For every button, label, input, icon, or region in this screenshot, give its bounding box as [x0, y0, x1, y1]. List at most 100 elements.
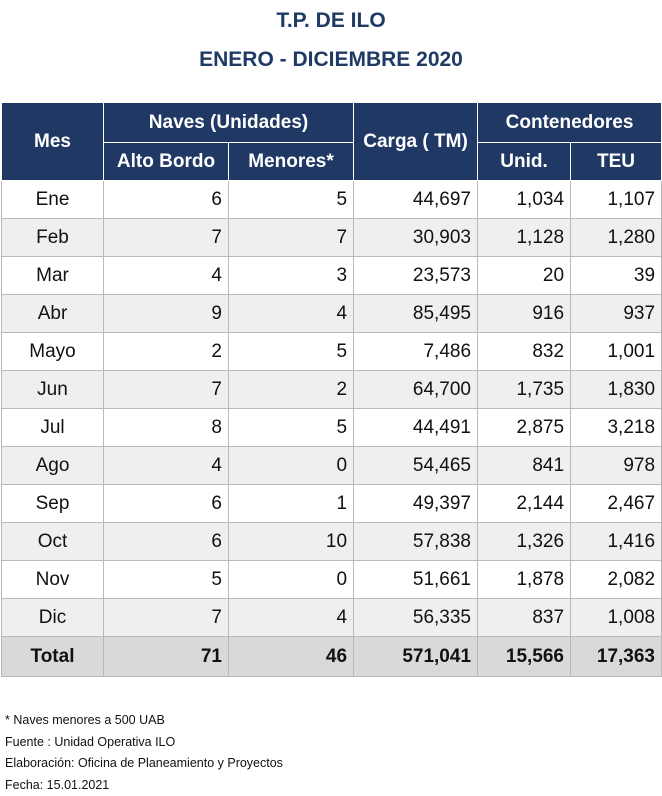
cell-menores: 0 — [229, 561, 354, 599]
footnote-fecha: Fecha: 15.01.2021 — [5, 775, 283, 796]
cell-carga: 54,465 — [354, 447, 478, 485]
cell-alto: 7 — [104, 219, 229, 257]
cell-teu: 2,467 — [571, 485, 662, 523]
cell-menores: 5 — [229, 409, 354, 447]
cell-unid: 1,878 — [478, 561, 571, 599]
cell-teu: 2,082 — [571, 561, 662, 599]
cell-carga: 7,486 — [354, 333, 478, 371]
footnotes: * Naves menores a 500 UAB Fuente : Unida… — [5, 710, 283, 796]
cell-alto: 2 — [104, 333, 229, 371]
cell-teu: 1,001 — [571, 333, 662, 371]
cell-mes: Mar — [2, 257, 104, 295]
cell-mes: Sep — [2, 485, 104, 523]
cell-carga: 23,573 — [354, 257, 478, 295]
cell-carga: 44,491 — [354, 409, 478, 447]
cell-alto: 7 — [104, 371, 229, 409]
cell-menores: 10 — [229, 523, 354, 561]
cell-teu: 1,008 — [571, 599, 662, 637]
cell-menores: 4 — [229, 599, 354, 637]
cell-teu: 17,363 — [571, 637, 662, 677]
cell-menores: 4 — [229, 295, 354, 333]
header-contenedores: Contenedores — [478, 103, 662, 143]
header-alto-bordo: Alto Bordo — [104, 143, 229, 181]
cell-alto: 4 — [104, 257, 229, 295]
cell-mes: Feb — [2, 219, 104, 257]
cell-teu: 1,830 — [571, 371, 662, 409]
footnote-fuente: Fuente : Unidad Operativa ILO — [5, 732, 283, 754]
cell-mes: Ene — [2, 181, 104, 219]
cell-alto: 5 — [104, 561, 229, 599]
cell-carga: 571,041 — [354, 637, 478, 677]
cell-teu: 1,107 — [571, 181, 662, 219]
cell-teu: 39 — [571, 257, 662, 295]
cell-carga: 56,335 — [354, 599, 478, 637]
cell-mes: Abr — [2, 295, 104, 333]
cell-unid: 841 — [478, 447, 571, 485]
page-subtitle: ENERO - DICIEMBRE 2020 — [0, 48, 662, 72]
cell-carga: 57,838 — [354, 523, 478, 561]
cell-unid: 1,034 — [478, 181, 571, 219]
cell-alto: 6 — [104, 485, 229, 523]
cell-alto: 71 — [104, 637, 229, 677]
cell-carga: 85,495 — [354, 295, 478, 333]
cell-mes: Jul — [2, 409, 104, 447]
cell-menores: 1 — [229, 485, 354, 523]
header-teu: TEU — [571, 143, 662, 181]
cell-unid: 2,144 — [478, 485, 571, 523]
cell-menores: 46 — [229, 637, 354, 677]
header-menores: Menores* — [229, 143, 354, 181]
cell-mes: Mayo — [2, 333, 104, 371]
cell-menores: 5 — [229, 181, 354, 219]
cell-carga: 51,661 — [354, 561, 478, 599]
header-naves: Naves (Unidades) — [104, 103, 354, 143]
footnote-naves: * Naves menores a 500 UAB — [5, 710, 283, 732]
cell-alto: 6 — [104, 523, 229, 561]
cell-menores: 0 — [229, 447, 354, 485]
cell-mes: Dic — [2, 599, 104, 637]
cell-menores: 3 — [229, 257, 354, 295]
port-statistics-table: Mes Naves (Unidades) Carga ( TM) Contene… — [1, 102, 662, 677]
cell-teu: 1,280 — [571, 219, 662, 257]
cell-unid: 916 — [478, 295, 571, 333]
cell-alto: 8 — [104, 409, 229, 447]
cell-mes: Total — [2, 637, 104, 677]
cell-alto: 4 — [104, 447, 229, 485]
cell-carga: 49,397 — [354, 485, 478, 523]
cell-mes: Ago — [2, 447, 104, 485]
cell-mes: Nov — [2, 561, 104, 599]
cell-unid: 837 — [478, 599, 571, 637]
cell-unid: 1,128 — [478, 219, 571, 257]
cell-alto: 9 — [104, 295, 229, 333]
cell-carga: 30,903 — [354, 219, 478, 257]
cell-carga: 44,697 — [354, 181, 478, 219]
cell-unid: 2,875 — [478, 409, 571, 447]
cell-teu: 978 — [571, 447, 662, 485]
cell-teu: 3,218 — [571, 409, 662, 447]
cell-unid: 15,566 — [478, 637, 571, 677]
cell-menores: 5 — [229, 333, 354, 371]
header-carga: Carga ( TM) — [354, 103, 478, 181]
cell-mes: Oct — [2, 523, 104, 561]
cell-alto: 6 — [104, 181, 229, 219]
page-title: T.P. DE ILO — [0, 9, 662, 33]
header-mes: Mes — [2, 103, 104, 181]
cell-mes: Jun — [2, 371, 104, 409]
cell-unid: 1,735 — [478, 371, 571, 409]
footnote-elaboracion: Elaboración: Oficina de Planeamiento y P… — [5, 753, 283, 775]
cell-menores: 7 — [229, 219, 354, 257]
cell-unid: 20 — [478, 257, 571, 295]
cell-menores: 2 — [229, 371, 354, 409]
cell-teu: 1,416 — [571, 523, 662, 561]
